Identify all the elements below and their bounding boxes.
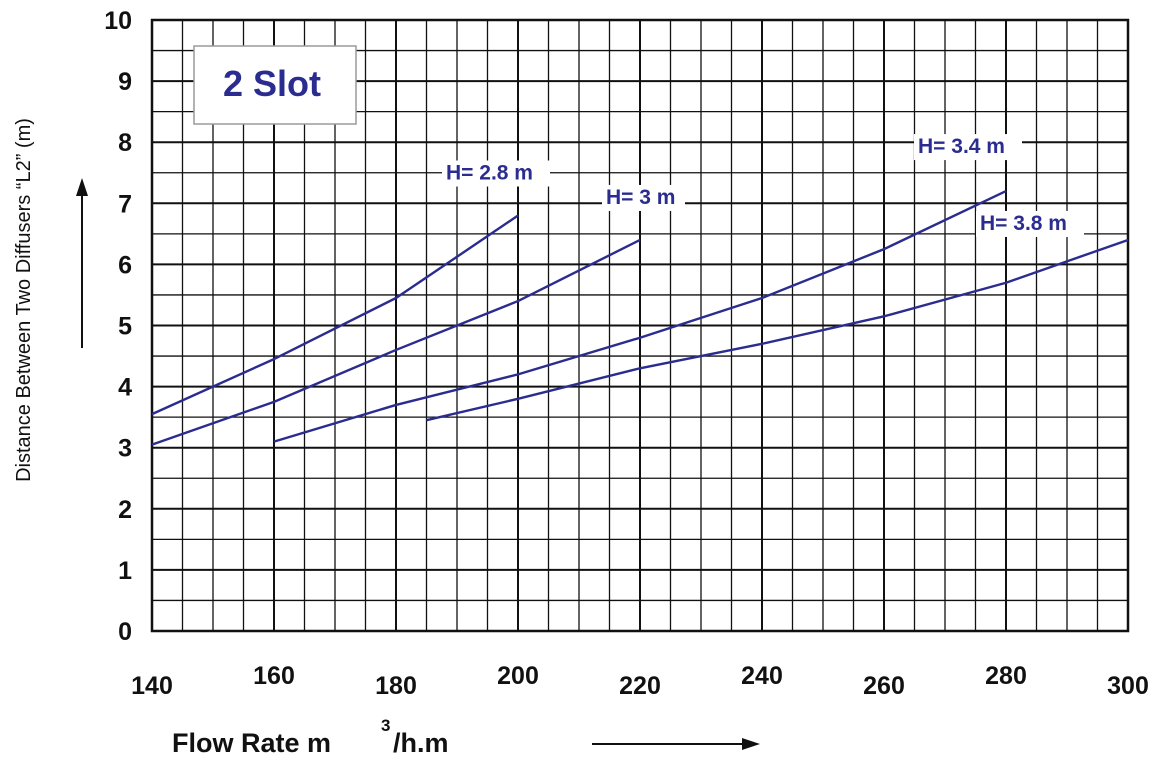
y-tick-label: 8 bbox=[118, 129, 132, 157]
y-tick-label: 4 bbox=[118, 374, 132, 402]
x-tick-label: 220 bbox=[619, 672, 661, 700]
y-tick-label: 7 bbox=[118, 190, 132, 218]
panel-label-text: 2 Slot bbox=[223, 63, 321, 104]
y-tick-label: 5 bbox=[118, 313, 132, 341]
y-axis-ticks: 0 1 2 3 4 5 6 7 8 9 10 bbox=[104, 7, 132, 646]
x-axis-label: Flow Rate m 3 /h.m bbox=[172, 716, 449, 757]
series-label-bg bbox=[602, 184, 685, 211]
series-label: H= 3.4 m bbox=[918, 135, 1005, 158]
x-axis-arrow bbox=[592, 738, 760, 750]
x-axis-label-suffix: /h.m bbox=[393, 728, 449, 757]
panel-label: 2 Slot bbox=[193, 45, 357, 125]
series-labels: H= 2.8 m H= 3 m H= 3.4 m H= 3.8 m bbox=[442, 134, 1084, 237]
series-line bbox=[151, 238, 641, 446]
y-tick-label: 0 bbox=[118, 618, 132, 646]
series-label-bg bbox=[442, 160, 550, 187]
y-tick-label: 10 bbox=[104, 7, 132, 35]
plot-frame bbox=[150, 18, 1130, 633]
x-tick-label: 200 bbox=[497, 662, 539, 690]
y-tick-label: 2 bbox=[118, 496, 132, 524]
series-label: H= 2.8 m bbox=[446, 162, 533, 185]
x-axis-ticks: 140 160 180 200 220 240 260 280 300 bbox=[131, 662, 1149, 700]
y-axis-arrow bbox=[76, 178, 88, 348]
series-line bbox=[273, 189, 1007, 443]
x-tick-label: 180 bbox=[375, 672, 417, 700]
series-line bbox=[151, 214, 519, 416]
x-tick-label: 240 bbox=[741, 662, 783, 690]
y-tick-label: 1 bbox=[118, 557, 132, 585]
series-lines bbox=[151, 189, 1129, 446]
y-tick-label: 3 bbox=[118, 435, 132, 463]
x-axis-label-main: Flow Rate m bbox=[172, 728, 331, 757]
x-tick-label: 160 bbox=[253, 662, 295, 690]
y-axis-label: Distance Between Two Diffusers “L2” (m) bbox=[13, 118, 35, 482]
x-tick-label: 300 bbox=[1107, 672, 1149, 700]
series-line bbox=[426, 238, 1129, 422]
x-tick-label: 280 bbox=[985, 662, 1027, 690]
y-tick-label: 6 bbox=[118, 251, 132, 279]
series-label-bg bbox=[976, 210, 1084, 237]
series-label: H= 3.8 m bbox=[980, 212, 1067, 235]
x-tick-label: 140 bbox=[131, 672, 173, 700]
series-label: H= 3 m bbox=[606, 186, 675, 209]
x-axis-label-superscript: 3 bbox=[381, 716, 390, 735]
x-tick-label: 260 bbox=[863, 672, 905, 700]
y-tick-label: 9 bbox=[118, 68, 132, 96]
panel-label-box bbox=[193, 45, 357, 125]
series-label-bg bbox=[914, 134, 1022, 161]
